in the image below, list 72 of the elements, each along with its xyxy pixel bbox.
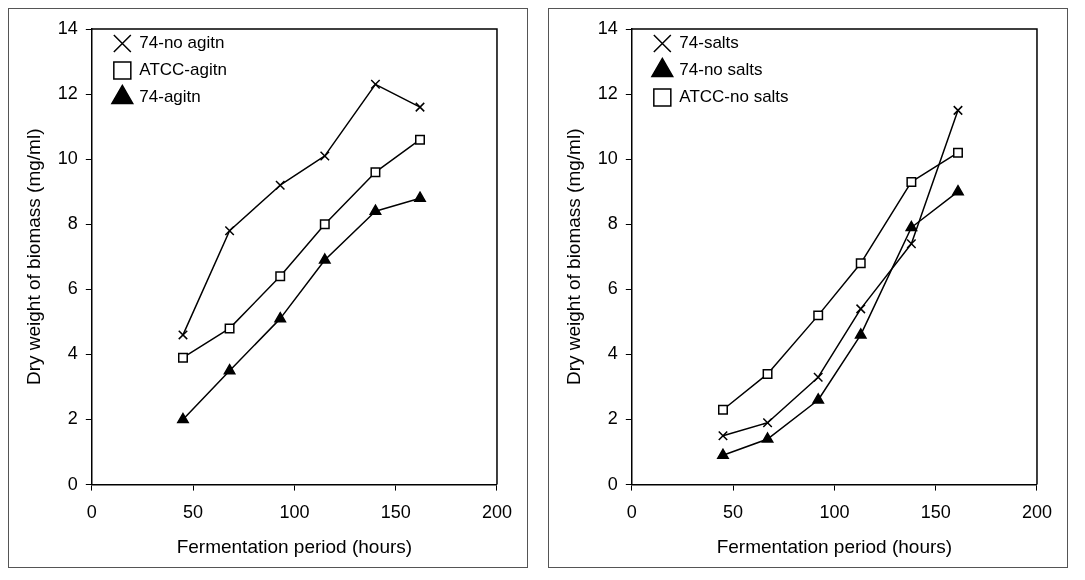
y-tick-label: 10 <box>597 148 618 169</box>
x-tick-label: 50 <box>183 502 204 523</box>
point <box>414 191 426 202</box>
y-tick-label: 14 <box>57 17 78 38</box>
y-tick-label: 2 <box>607 408 618 429</box>
legend-label: 74-no agitn <box>139 33 225 53</box>
point <box>905 220 918 232</box>
y-axis-title: Dry weight of biomass (mg/ml) <box>22 128 44 386</box>
point <box>762 417 773 428</box>
point <box>717 448 729 460</box>
y-tick-label: 2 <box>67 408 78 429</box>
point <box>952 105 963 116</box>
point <box>274 311 287 323</box>
point <box>415 102 425 113</box>
point <box>177 412 189 424</box>
y-tick-label: 12 <box>597 83 618 104</box>
y-axis-title: Dry weight of biomass (mg/ml) <box>562 128 584 386</box>
point <box>224 225 235 236</box>
x-tick-label: 150 <box>920 502 951 523</box>
x-tick-label: 150 <box>380 502 411 523</box>
point <box>813 310 824 321</box>
point <box>952 147 963 158</box>
point <box>370 167 381 178</box>
y-tick-label: 6 <box>67 278 78 299</box>
x-tick-label: 100 <box>819 502 850 523</box>
point <box>275 271 286 282</box>
legend-label: 74-agitn <box>139 87 201 107</box>
y-tick-label: 4 <box>67 343 78 364</box>
point <box>717 430 728 441</box>
x-tick-label: 200 <box>1021 502 1053 523</box>
point <box>855 258 866 269</box>
y-tick-label: 8 <box>67 213 78 234</box>
y-tick-label: 0 <box>607 473 618 494</box>
x-tick-label: 100 <box>279 502 310 523</box>
y-tick-label: 4 <box>607 343 618 364</box>
y-tick-label: 6 <box>607 278 618 299</box>
point <box>319 150 330 161</box>
point <box>319 219 330 230</box>
x-tick-label: 50 <box>723 502 744 523</box>
point <box>415 134 425 145</box>
point <box>369 204 382 215</box>
y-tick-label: 12 <box>57 83 78 104</box>
y-tick-label: 0 <box>67 473 78 494</box>
point <box>177 352 188 363</box>
x-axis-title: Fermentation period (hours) <box>176 535 413 557</box>
point <box>177 329 188 340</box>
point <box>275 180 286 191</box>
x-tick-label: 0 <box>626 502 637 523</box>
point <box>717 404 728 415</box>
point <box>906 176 917 187</box>
point <box>318 253 331 264</box>
x-tick-label: 0 <box>86 502 97 523</box>
y-tick-label: 8 <box>607 213 618 234</box>
point <box>812 393 825 404</box>
point <box>370 79 381 90</box>
point <box>761 432 774 443</box>
point <box>223 363 236 375</box>
point <box>224 323 235 334</box>
point <box>855 303 866 314</box>
legend-label: 74-salts <box>679 33 739 53</box>
y-tick-label: 14 <box>597 17 618 38</box>
legend-label: 74-no salts <box>679 60 763 80</box>
y-tick-label: 10 <box>57 148 78 169</box>
point <box>813 372 824 383</box>
point <box>762 368 773 379</box>
legend-label: ATCC-no salts <box>679 87 789 107</box>
x-tick-label: 200 <box>481 502 513 523</box>
point <box>906 238 917 249</box>
point <box>952 184 964 196</box>
x-axis-title: Fermentation period (hours) <box>716 535 953 557</box>
point <box>854 328 867 339</box>
legend-label: ATCC-agitn <box>139 60 227 80</box>
